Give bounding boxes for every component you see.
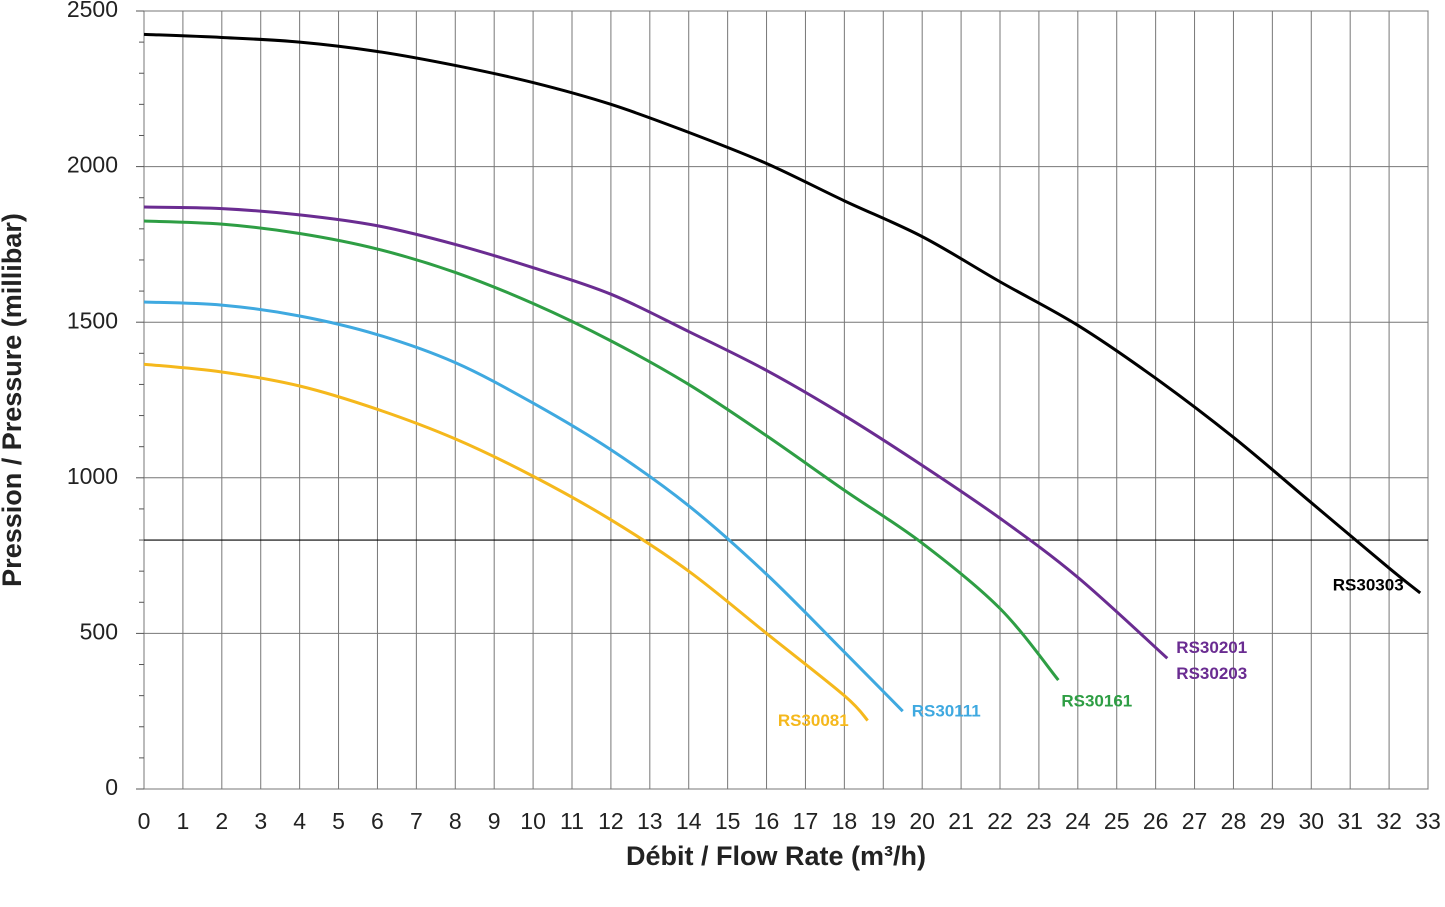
x-tick-label: 25 bbox=[1104, 808, 1130, 834]
x-tick-label: 29 bbox=[1260, 808, 1286, 834]
x-tick-label: 17 bbox=[793, 808, 819, 834]
curve-label: RS30201 bbox=[1176, 638, 1247, 657]
x-tick-label: 11 bbox=[560, 808, 584, 834]
x-tick-label: 21 bbox=[948, 808, 974, 834]
x-tick-label: 33 bbox=[1415, 808, 1441, 834]
x-axis-title: Débit / Flow Rate (m³/h) bbox=[626, 841, 926, 871]
curve-label: RS30303 bbox=[1333, 575, 1404, 594]
x-tick-label: 14 bbox=[676, 808, 702, 834]
x-tick-label: 13 bbox=[637, 808, 663, 834]
x-tick-label: 23 bbox=[1026, 808, 1052, 834]
x-tick-label: 8 bbox=[449, 808, 462, 834]
x-tick-label: 16 bbox=[754, 808, 780, 834]
x-tick-label: 30 bbox=[1298, 808, 1324, 834]
x-tick-label: 10 bbox=[520, 808, 546, 834]
x-tick-label: 6 bbox=[371, 808, 384, 834]
y-tick-label: 2500 bbox=[67, 0, 118, 22]
y-tick-label: 1000 bbox=[67, 463, 118, 489]
x-tick-label: 31 bbox=[1337, 808, 1363, 834]
x-tick-label: 15 bbox=[715, 808, 741, 834]
data-line bbox=[143, 205, 1169, 660]
x-tick-label: 7 bbox=[410, 808, 423, 834]
data-line bbox=[143, 300, 904, 713]
x-tick-label: 4 bbox=[293, 808, 306, 834]
x-tick-label: 5 bbox=[332, 808, 345, 834]
y-tick-label: 2000 bbox=[67, 152, 118, 178]
y-tick-label: 500 bbox=[80, 618, 118, 644]
curve-label: RS30111 bbox=[912, 702, 981, 721]
y-axis-title: Pression / Pressure (millibar) bbox=[0, 213, 27, 587]
x-tick-label: 26 bbox=[1143, 808, 1169, 834]
curve-label: RS30203 bbox=[1176, 664, 1247, 683]
curve-label: RS30081 bbox=[778, 711, 849, 730]
y-tick-label: 0 bbox=[105, 774, 118, 800]
x-tick-label: 24 bbox=[1065, 808, 1091, 834]
y-tick-label: 1500 bbox=[67, 307, 118, 333]
curve-label: RS30161 bbox=[1061, 692, 1132, 711]
x-tick-label: 9 bbox=[488, 808, 501, 834]
x-tick-label: 1 bbox=[177, 808, 190, 834]
x-tick-label: 32 bbox=[1376, 808, 1402, 834]
data-line bbox=[143, 362, 869, 722]
x-tick-label: 0 bbox=[138, 808, 151, 834]
x-tick-label: 22 bbox=[987, 808, 1013, 834]
x-tick-label: 20 bbox=[909, 808, 935, 834]
x-tick-label: 27 bbox=[1182, 808, 1208, 834]
x-tick-label: 12 bbox=[598, 808, 624, 834]
data-line bbox=[143, 32, 1422, 595]
x-tick-label: 19 bbox=[870, 808, 896, 834]
x-tick-label: 3 bbox=[254, 808, 267, 834]
x-tick-label: 28 bbox=[1221, 808, 1247, 834]
data-line bbox=[143, 219, 1060, 682]
x-tick-label: 2 bbox=[215, 808, 228, 834]
x-tick-label: 18 bbox=[832, 808, 858, 834]
